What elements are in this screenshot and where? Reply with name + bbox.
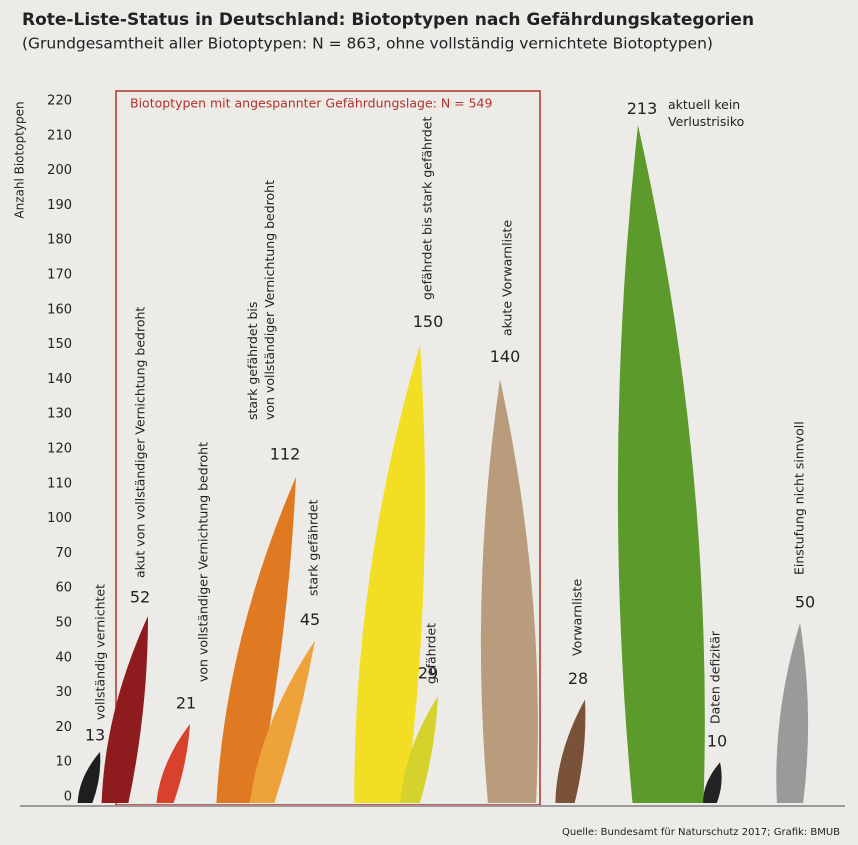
y-tick-label: 140 bbox=[47, 372, 72, 387]
leaf-bar bbox=[617, 125, 705, 804]
value-label: 10 bbox=[707, 732, 727, 751]
leaf-bar bbox=[480, 379, 538, 803]
leaf-bar bbox=[156, 723, 190, 803]
y-tick-label: 120 bbox=[47, 442, 72, 457]
category-label: stark gefährdet bbox=[306, 499, 321, 596]
value-label: 29 bbox=[418, 664, 438, 683]
category-label: Daten defizitär bbox=[708, 630, 723, 724]
category-label: aktuell kein bbox=[668, 97, 740, 112]
chart-subtitle: (Grundgesamtheit aller Biotoptypen: N = … bbox=[22, 35, 713, 53]
category-label: von vollständiger Vernichtung bedroht bbox=[196, 442, 211, 682]
leaf-bar bbox=[101, 616, 148, 803]
value-label: 13 bbox=[85, 725, 105, 744]
value-label: 45 bbox=[300, 610, 320, 629]
leaf-bar bbox=[555, 699, 586, 803]
y-tick-label: 60 bbox=[55, 581, 72, 596]
leaf-bar bbox=[354, 344, 426, 803]
category-label: Einstufung nicht sinnvoll bbox=[792, 421, 807, 575]
category-label: stark gefährdet bis bbox=[245, 302, 260, 420]
category-label: gefährdet bbox=[424, 623, 439, 684]
category-label: Verlustrisiko bbox=[668, 114, 744, 129]
leaf-bar bbox=[776, 623, 809, 803]
leaf-bar bbox=[703, 762, 722, 803]
value-label: 213 bbox=[627, 99, 658, 118]
y-tick-label: 110 bbox=[47, 476, 72, 491]
category-label: Vorwarnliste bbox=[570, 579, 585, 656]
y-tick-label: 10 bbox=[55, 755, 72, 770]
y-tick-label: 190 bbox=[47, 198, 72, 213]
value-label: 150 bbox=[413, 312, 444, 331]
value-label: 50 bbox=[795, 593, 815, 612]
source: Quelle: Bundesamt für Naturschutz 2017; … bbox=[562, 827, 840, 838]
value-label: 140 bbox=[490, 347, 521, 366]
y-tick-label: 0 bbox=[64, 790, 72, 805]
value-label: 28 bbox=[568, 669, 588, 688]
y-tick-label: 130 bbox=[47, 407, 72, 422]
value-label: 112 bbox=[270, 444, 301, 463]
y-tick-label: 180 bbox=[47, 233, 72, 248]
leaf-bar bbox=[249, 640, 315, 803]
y-tick-label: 210 bbox=[47, 128, 72, 143]
leaf-bar bbox=[216, 476, 296, 803]
y-tick-label: 100 bbox=[47, 511, 72, 526]
y-tick-label: 40 bbox=[55, 650, 72, 665]
category-label: vollständig vernichtet bbox=[93, 584, 108, 720]
leaf-bar bbox=[400, 696, 438, 803]
value-label: 52 bbox=[130, 588, 150, 607]
y-tick-label: 150 bbox=[47, 337, 72, 352]
y-axis-label: Anzahl Biotoptypen bbox=[13, 101, 27, 218]
category-label: akute Vorwarnliste bbox=[500, 220, 515, 336]
y-tick-label: 220 bbox=[47, 94, 72, 109]
category-label: akut von vollständiger Vernichtung bedro… bbox=[133, 307, 148, 578]
y-tick-label: 50 bbox=[55, 616, 72, 631]
y-tick-label: 160 bbox=[47, 302, 72, 317]
value-label: 21 bbox=[176, 693, 196, 712]
y-tick-label: 70 bbox=[55, 546, 72, 561]
chart-title: Rote-Liste-Status in Deutschland: Biotop… bbox=[22, 10, 754, 30]
y-tick-label: 170 bbox=[47, 268, 72, 283]
box-annotation: Biotoptypen mit angespannter Gefährdungs… bbox=[130, 96, 493, 111]
category-label: von vollständiger Vernichtung bedroht bbox=[262, 180, 277, 420]
category-label: gefährdet bis stark gefährdet bbox=[420, 117, 435, 300]
y-tick-label: 20 bbox=[55, 720, 72, 735]
y-tick-label: 200 bbox=[47, 163, 72, 178]
leaf-bar bbox=[77, 751, 101, 803]
y-tick-label: 30 bbox=[55, 685, 72, 700]
